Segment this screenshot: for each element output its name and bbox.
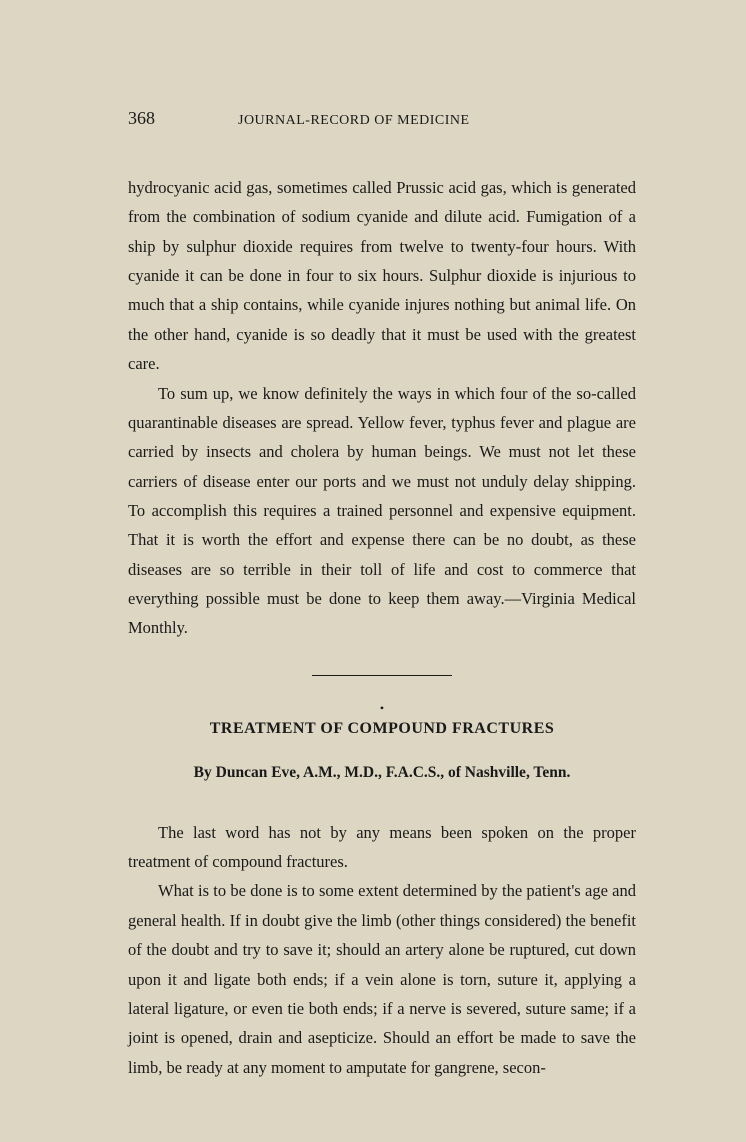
article1-paragraph-1: hydrocyanic acid gas, sometimes called P… [128,173,636,379]
page-header: 368 JOURNAL-RECORD OF MEDICINE [128,108,636,129]
ornament-dot: • [128,702,636,714]
page-number: 368 [128,108,238,129]
article1-paragraph-2: To sum up, we know definitely the ways i… [128,379,636,643]
section-divider [312,675,452,676]
article2-title: TREATMENT OF COMPOUND FRACTURES [128,720,636,738]
article2-paragraph-2: What is to be done is to some extent det… [128,876,636,1082]
article2-paragraph-1: The last word has not by any means been … [128,818,636,877]
article2-byline: By Duncan Eve, A.M., M.D., F.A.C.S., of … [128,764,636,782]
page-container: 368 JOURNAL-RECORD OF MEDICINE hydrocyan… [0,0,746,1142]
journal-title: JOURNAL-RECORD OF MEDICINE [238,113,470,129]
